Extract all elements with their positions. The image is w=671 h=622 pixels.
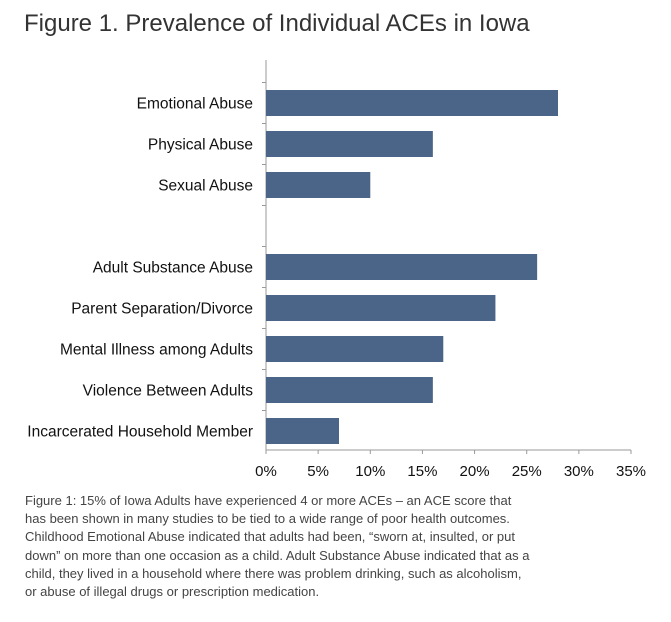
x-tick-label: 15% bbox=[407, 463, 437, 480]
x-tick-label: 20% bbox=[460, 463, 490, 480]
x-tick-label: 25% bbox=[512, 463, 542, 480]
category-label: Parent Separation/Divorce bbox=[71, 301, 253, 318]
category-label: Sexual Abuse bbox=[158, 178, 253, 195]
bar bbox=[266, 90, 558, 116]
bar-chart: 0% 5% 10% 15% 20% 25% 30% 35% Emotional Abuse Phy… bbox=[27, 60, 646, 480]
bar bbox=[266, 295, 496, 321]
bar bbox=[266, 131, 433, 157]
x-tick-label: 10% bbox=[355, 463, 385, 480]
figure-title: Figure 1. Prevalence of Individual ACEs … bbox=[24, 10, 530, 37]
bar bbox=[266, 336, 444, 362]
figure-caption: Figure 1: 15% of Iowa Adults have experi… bbox=[25, 493, 530, 600]
category-label: Emotional Abuse bbox=[137, 96, 253, 113]
x-tick-label: 35% bbox=[616, 463, 646, 480]
bar bbox=[266, 377, 433, 403]
bar bbox=[266, 418, 339, 444]
category-label: Incarcerated Household Member bbox=[27, 424, 253, 441]
category-label: Mental Illness among Adults bbox=[60, 342, 253, 359]
bar bbox=[266, 254, 538, 280]
category-label: Adult Substance Abuse bbox=[93, 260, 253, 277]
x-tick-label: 5% bbox=[307, 463, 329, 480]
chart-svg: 0% 5% 10% 15% 20% 25% 30% 35% Emotional Abuse Phy… bbox=[27, 60, 646, 480]
category-label: Violence Between Adults bbox=[83, 383, 254, 400]
category-label: Physical Abuse bbox=[148, 137, 253, 154]
x-tick-label: 30% bbox=[564, 463, 594, 480]
x-tick-label: 0% bbox=[255, 463, 277, 480]
bar bbox=[266, 172, 371, 198]
